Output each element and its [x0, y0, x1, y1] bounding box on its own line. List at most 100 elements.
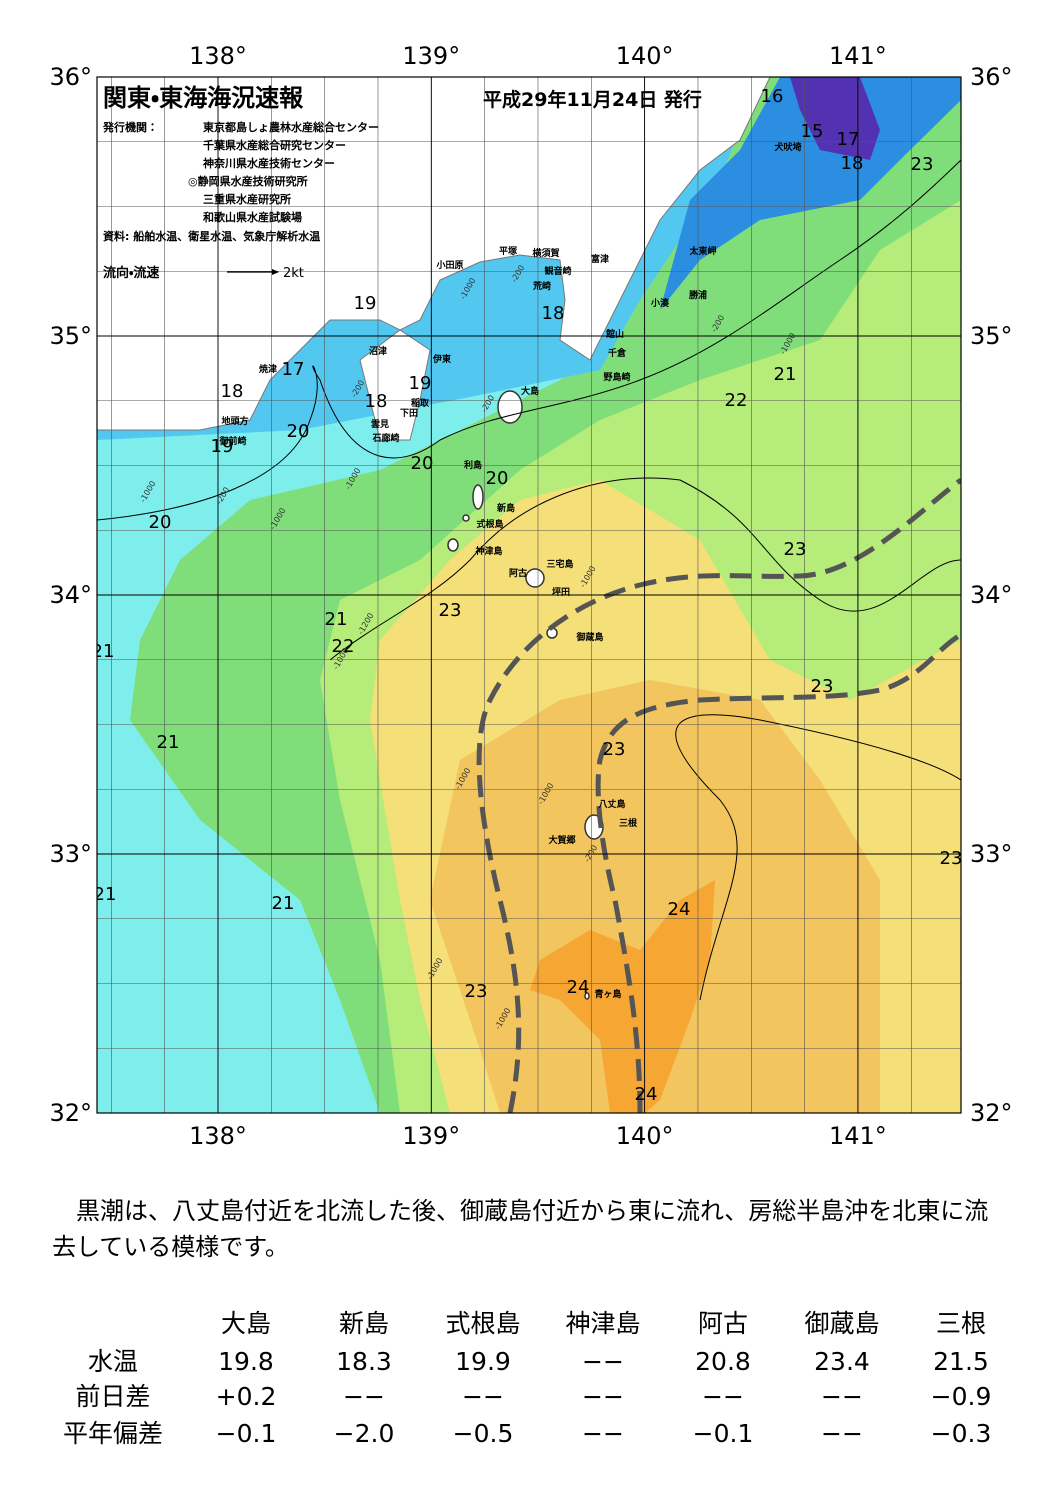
publisher: ◎静岡県水産技術研究所 [188, 174, 308, 188]
table-cell: −− [582, 1419, 624, 1448]
lat-tick-label: 35° [970, 322, 1013, 350]
isotherm-label: 21 [94, 884, 117, 905]
isotherm-label: 23 [603, 739, 626, 760]
place-name: 八丈島 [598, 798, 625, 810]
place-name: 御前崎 [218, 435, 246, 447]
column-header: 大島 [221, 1309, 271, 1338]
summary: 黒潮は、八丈島付近を北流した後、御蔵島付近から東に流れ、房総半島沖を北東に流去し… [52, 1197, 989, 1261]
lat-tick-label: 36° [49, 63, 92, 91]
place-name: 式根島 [476, 518, 503, 530]
isotherm-label: 24 [635, 1084, 658, 1105]
islands [447, 390, 604, 1000]
grid [97, 77, 961, 1113]
isotherms [97, 159, 961, 1001]
lat-tick-label: 34° [970, 581, 1013, 609]
place-name: 伊東 [432, 353, 451, 365]
lon-tick-label: 141° [829, 42, 887, 70]
island [584, 992, 590, 1000]
place-name: 地頭方 [221, 415, 248, 427]
place-name: 犬吠埼 [773, 141, 801, 153]
table-cell: −− [821, 1419, 863, 1448]
place-name: 太東岬 [688, 245, 716, 257]
lon-tick-label: 139° [402, 1122, 460, 1150]
publisher: 東京都島しょ農林水産総合センター [203, 120, 379, 134]
isotherm-label: 23 [465, 981, 488, 1002]
place-name: 焼津 [259, 363, 277, 375]
island [497, 390, 523, 424]
place-name: 神津島 [474, 545, 502, 557]
isotherm-label: 21 [774, 364, 797, 385]
axis-labels: 138° 138° 139° 139° 140° 140° 141° 141° 36° 36° 35… [49, 42, 1012, 1150]
map-frame [96, 76, 962, 1114]
table-cell: −0.5 [453, 1419, 514, 1448]
isotherm-label: 24 [668, 899, 691, 920]
lon-tick-label: 138° [189, 42, 247, 70]
island [462, 514, 470, 522]
row-label: 平年偏差 [63, 1419, 163, 1448]
island [525, 568, 545, 588]
isotherm-label: 19 [211, 436, 234, 457]
kuroshio-path [476, 477, 961, 1113]
table-cell: −0.1 [693, 1419, 754, 1448]
isotherm-label: 20 [486, 468, 509, 489]
lat-tick-label: 35° [49, 322, 92, 350]
publisher: 三重県水産研究所 [203, 192, 291, 206]
column-header: 阿古 [698, 1309, 748, 1338]
table-cell: −− [582, 1347, 624, 1376]
publisher-label: 発行機関： [102, 120, 158, 134]
table-cell: 20.8 [695, 1347, 751, 1376]
place-name: 大賀郷 [548, 834, 575, 846]
place-name: 富津 [591, 253, 609, 265]
place-name: 石廊崎 [371, 432, 399, 444]
isotherm-label: 21 [157, 732, 180, 753]
map-area: 16 15 17 18 23 19 17 18 18 19 20 19 20 20 20 22 21 23 23 21… [94, 77, 961, 1113]
place-name: 雲見 [371, 418, 389, 430]
place-name: 館山 [605, 328, 624, 340]
isotherm-label: 23 [784, 539, 807, 560]
place-name: 小湊 [650, 297, 670, 309]
place-name: 勝浦 [689, 289, 707, 301]
place-name: 坪田 [552, 586, 570, 598]
isotherm-label: 16 [761, 86, 784, 107]
isotherm-label: 22 [332, 636, 355, 657]
izu-peninsula [359, 329, 431, 441]
place-name: 三根 [619, 817, 638, 829]
island [447, 538, 459, 552]
table-cell: −− [821, 1382, 863, 1411]
place-name: 観音崎 [544, 265, 571, 277]
sea-orange [530, 880, 715, 1113]
place-name: 新島 [496, 502, 515, 514]
isotherm-label: 18 [841, 153, 864, 174]
publisher: 千葉県水産総合研究センター [203, 138, 346, 152]
lat-tick-label: 32° [970, 1099, 1013, 1127]
legend-label: 流向・流速 [103, 265, 159, 281]
isotherm-label: 22 [725, 390, 748, 411]
table-cell: 18.3 [336, 1347, 392, 1376]
place-name: 三宅島 [546, 558, 573, 570]
place-name: 平塚 [499, 245, 518, 257]
lat-tick-label: 34° [49, 581, 92, 609]
column-header: 新島 [339, 1309, 389, 1338]
table-cell: −− [462, 1382, 504, 1411]
isotherm-label: 20 [149, 512, 172, 533]
isotherm-label: 18 [365, 391, 388, 412]
sources: 資料: 船舶水温、衛星水温、気象庁解析水温 [103, 229, 320, 243]
lon-tick-label: 138° [189, 1122, 247, 1150]
place-name: 横須賀 [532, 247, 559, 259]
legend-arrowhead [272, 269, 279, 275]
isotherm-label: 20 [287, 421, 310, 442]
title: 関東・東海海況速報 [103, 84, 304, 112]
isotherm-line [97, 159, 961, 521]
isotherm-label: 23 [811, 676, 834, 697]
isotherm-line [329, 477, 961, 661]
place-name: 大島 [521, 385, 539, 397]
isotherm-label: 21 [272, 893, 295, 914]
place-name: 下田 [400, 408, 418, 419]
kuroshio [476, 477, 961, 1113]
place-name: 千倉 [608, 347, 627, 359]
column-header: 式根島 [445, 1309, 520, 1338]
table-cell: −− [343, 1382, 385, 1411]
publisher: 和歌山県水産試験場 [203, 210, 302, 224]
lon-tick-label: 141° [829, 1122, 887, 1150]
